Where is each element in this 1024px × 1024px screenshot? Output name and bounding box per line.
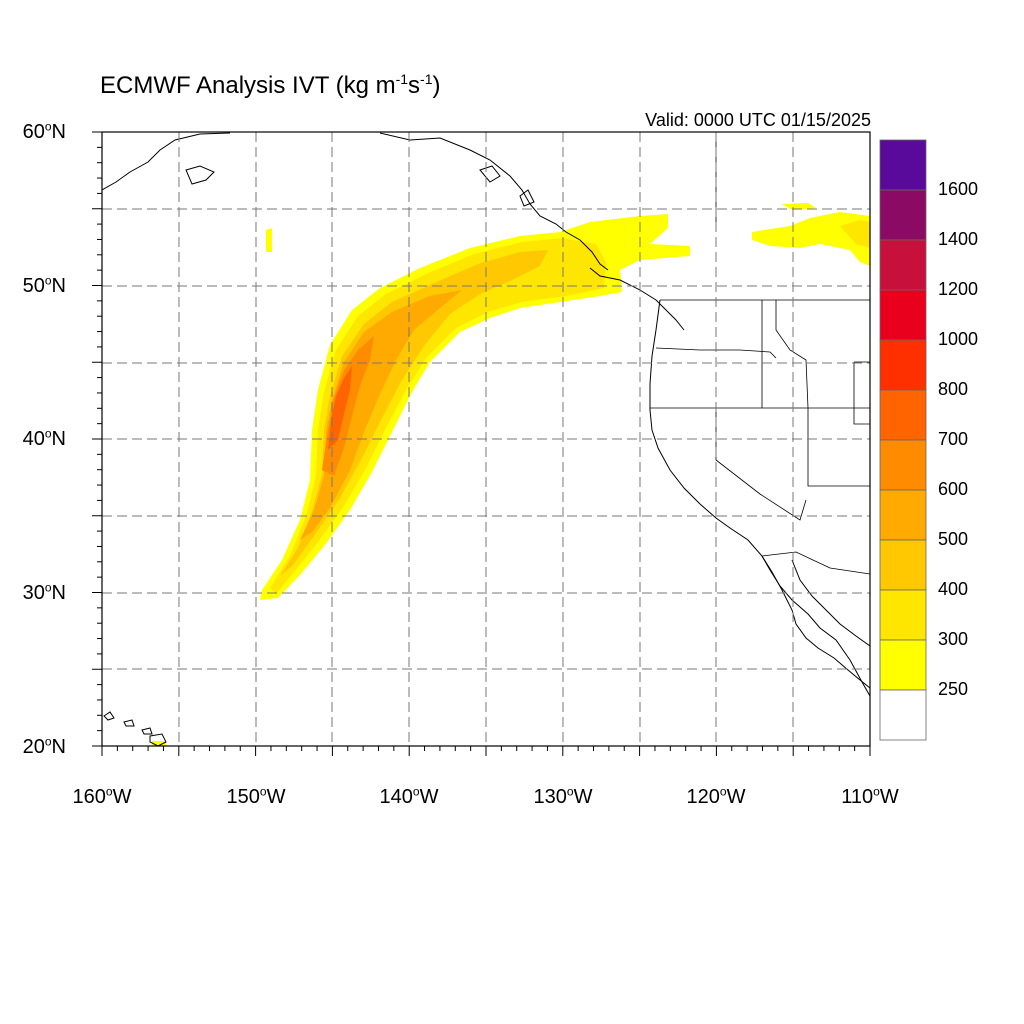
colorbar-swatch (879, 539, 927, 591)
gulf-california (791, 559, 870, 647)
bc-coast (589, 267, 685, 331)
lon-label-140w: 140oW (379, 784, 439, 808)
idaho-borders (761, 300, 809, 409)
ivt-700-field (328, 366, 352, 450)
colorbar (879, 139, 927, 741)
colorbar-swatch (879, 639, 927, 691)
axis-ticks (92, 131, 871, 756)
colorbar-swatch (879, 689, 927, 741)
colorbar-label: 400 (938, 579, 969, 599)
colorbar-label: 600 (938, 479, 969, 499)
ivt-shading (152, 203, 870, 746)
political-borders (650, 132, 870, 575)
colorbar-swatch (879, 389, 927, 441)
wy-border (853, 361, 870, 425)
nv-ut-border (807, 408, 870, 487)
colorbar-label: 1000 (938, 329, 979, 349)
figure-title: ECMWF Analysis IVT (kg m-1s-1) (100, 71, 441, 99)
ivt-500-field (300, 290, 462, 540)
colorbar-label: 1400 (938, 229, 979, 249)
colorbar-swatch (879, 339, 927, 391)
colorbar-swatch (879, 589, 927, 641)
alaska-islands (185, 165, 535, 207)
ivt-300-canada (840, 220, 870, 248)
ivt-300-field (270, 238, 606, 594)
lon-label-160w: 160oW (72, 784, 132, 808)
ca-nv-border (715, 408, 807, 521)
colorbar-label: 300 (938, 629, 969, 649)
colorbar-swatch (879, 139, 927, 191)
colorbar-label: 800 (938, 379, 969, 399)
ivt-250-spot-north (782, 203, 816, 210)
gridlines (102, 132, 870, 746)
ivt-250-spot-ocean (266, 228, 272, 252)
colorbar-label: 1200 (938, 279, 979, 299)
colorbar-label: 1600 (938, 179, 979, 199)
colorbar-swatch (879, 289, 927, 341)
coastlines (102, 132, 870, 746)
lat-label-20: 20oN (22, 734, 66, 758)
valid-time: Valid: 0000 UTC 01/15/2025 (645, 110, 871, 130)
baja-coast (761, 555, 870, 697)
colorbar-swatch (879, 439, 927, 491)
us-mexico-border (761, 551, 870, 575)
lat-label-30: 30oN (22, 580, 66, 604)
colorbar-label: 250 (938, 679, 969, 699)
lon-label-150w: 150oW (226, 784, 286, 808)
wa-or-border (655, 347, 777, 359)
colorbar-label: 700 (938, 429, 969, 449)
lat-label-40: 40oN (22, 426, 66, 450)
lon-label-130w: 130oW (533, 784, 593, 808)
colorbar-swatch (879, 239, 927, 291)
colorbar-label: 500 (938, 529, 969, 549)
lat-label-50: 50oN (22, 273, 66, 297)
hawaii-islands (103, 711, 167, 746)
lon-label-110w: 110oW (841, 784, 899, 808)
us-west-coast (649, 299, 870, 689)
colorbar-swatch (879, 189, 927, 241)
ivt-250-canada (752, 212, 870, 266)
lon-label-120w: 120oW (686, 784, 746, 808)
colorbar-swatch (879, 489, 927, 541)
lat-label-60: 60oN (22, 119, 66, 143)
